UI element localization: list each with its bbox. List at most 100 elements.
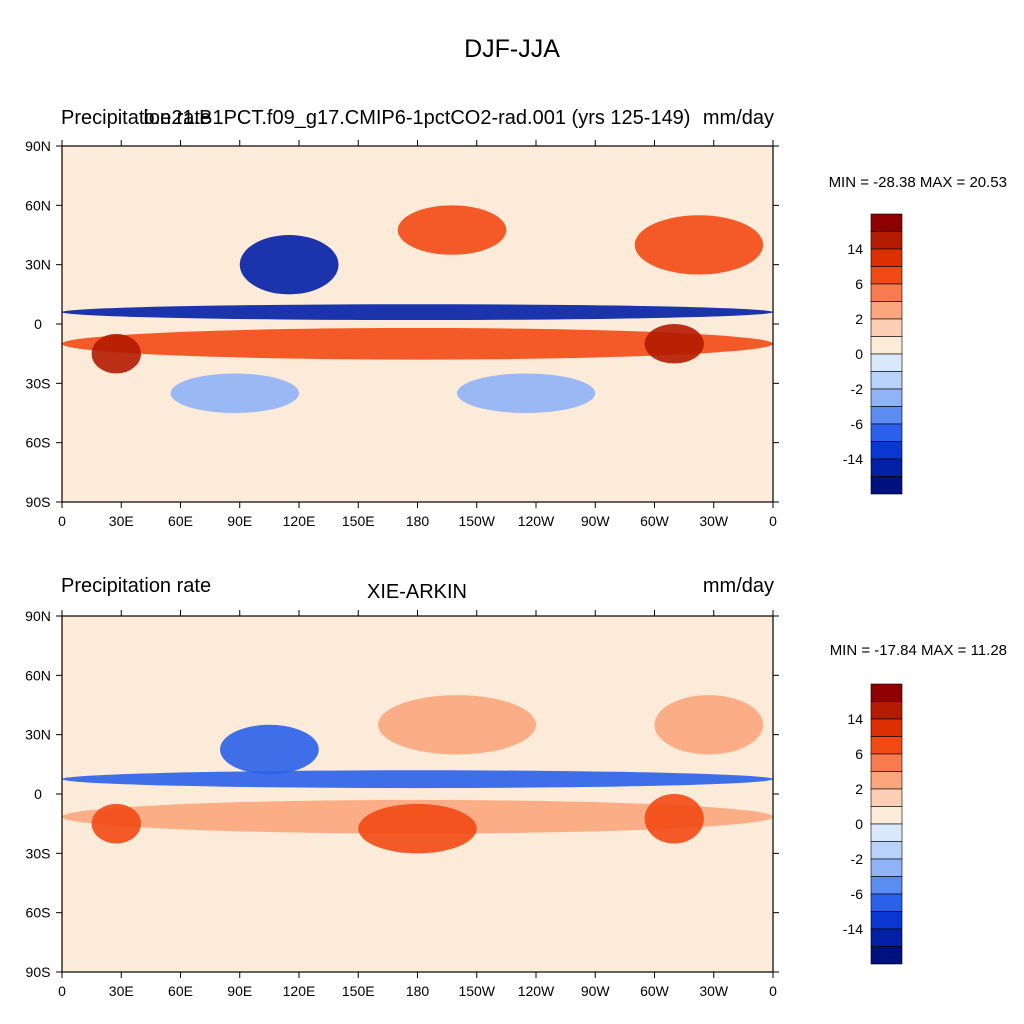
- colorbar-swatch: [870, 911, 903, 930]
- colorbar-swatch: [870, 876, 903, 895]
- colorbar-swatch: [870, 476, 903, 495]
- y-tick-label: 60N: [25, 667, 51, 683]
- colorbar-swatch: [870, 301, 903, 320]
- y-tick-label: 30N: [25, 727, 51, 743]
- colorbar-swatch: [870, 283, 903, 302]
- colorbar-label: 14: [847, 241, 863, 257]
- region-south_pacific: [358, 803, 477, 854]
- y-tick-label: 90N: [25, 138, 51, 154]
- colorbar-swatch: [870, 858, 903, 877]
- precip-regions: [62, 695, 773, 854]
- y-tick-label: 90S: [26, 964, 51, 980]
- colorbar-label: 0: [855, 346, 863, 362]
- panel-2-center-label: XIE-ARKIN: [367, 581, 467, 603]
- region-north_atlantic: [634, 215, 764, 275]
- colorbar-swatch: [870, 388, 903, 407]
- colorbar-label: 6: [855, 276, 863, 292]
- panel-1-colorbar: 14 6 2 0 -2 -6 -14: [843, 213, 903, 495]
- x-tick-label: 0: [58, 513, 66, 529]
- panel-1-center-label: b.e21.B1PCT.f09_g17.CMIP6-1pctCO2-rad.00…: [144, 107, 691, 129]
- colorbar-swatch: [870, 458, 903, 477]
- y-tick-label: 30N: [25, 257, 51, 273]
- panel-2-right-label: mm/day: [703, 575, 774, 597]
- panel-1-map: 0 30E 60E 90E 120E 150E 180 150W 120W 90W 60W 30W 09…: [25, 138, 779, 529]
- y-tick-label: 30S: [26, 845, 51, 861]
- region-southern_africa: [91, 333, 141, 374]
- x-tick-label: 150E: [342, 983, 375, 999]
- x-tick-label: 30E: [109, 513, 134, 529]
- colorbar-swatch: [870, 336, 903, 355]
- panel-2-colorbar: 14 6 2 0 -2 -6 -14: [843, 683, 903, 965]
- x-tick-label: 60W: [640, 513, 670, 529]
- region-south_america: [644, 794, 704, 844]
- region-itcz_n: [62, 770, 773, 789]
- panel-2-minmax: MIN = -17.84 MAX = 11.28: [830, 642, 1007, 659]
- colorbar-label: 6: [855, 746, 863, 762]
- y-tick-label: 0: [34, 316, 42, 332]
- colorbar-label: 2: [855, 311, 863, 327]
- colorbar-swatch: [870, 753, 903, 772]
- x-tick-label: 0: [58, 983, 66, 999]
- colorbar-label: 14: [847, 711, 863, 727]
- y-tick-label: 90S: [26, 494, 51, 510]
- colorbar-label: -14: [843, 921, 863, 937]
- colorbar-swatch: [870, 841, 903, 860]
- region-south_indian_ocean: [170, 373, 299, 413]
- colorbar-swatch: [870, 406, 903, 425]
- colorbar-label: 2: [855, 781, 863, 797]
- x-tick-label: 90E: [227, 983, 252, 999]
- x-tick-label: 0: [769, 513, 777, 529]
- region-southern_africa: [91, 803, 141, 844]
- colorbar-swatch: [870, 788, 903, 807]
- region-east_asia: [239, 234, 339, 295]
- colorbar-swatch: [870, 266, 903, 285]
- y-tick-label: 60S: [26, 905, 51, 921]
- region-sh_tropics: [62, 327, 773, 360]
- x-tick-label: 60E: [168, 983, 193, 999]
- x-tick-label: 90E: [227, 513, 252, 529]
- y-tick-label: 90N: [25, 608, 51, 624]
- colorbar-swatch: [870, 718, 903, 737]
- x-tick-label: 120E: [283, 513, 316, 529]
- panel-1-minmax: MIN = -28.38 MAX = 20.53: [829, 174, 1007, 191]
- x-tick-label: 120W: [518, 983, 555, 999]
- region-north_pacific: [378, 695, 536, 755]
- colorbar-label: -6: [851, 886, 864, 902]
- colorbar-label: -2: [851, 851, 864, 867]
- colorbar-swatch: [870, 318, 903, 337]
- figure-title: DJF-JJA: [464, 35, 560, 63]
- x-tick-label: 30E: [109, 983, 134, 999]
- x-tick-label: 120W: [518, 513, 555, 529]
- region-east_asia: [220, 724, 319, 775]
- colorbar-swatch: [870, 353, 903, 372]
- y-tick-label: 30S: [26, 375, 51, 391]
- panel-1-right-label: mm/day: [703, 107, 774, 129]
- x-tick-label: 30W: [699, 513, 729, 529]
- y-tick-label: 60S: [26, 435, 51, 451]
- x-tick-label: 60E: [168, 513, 193, 529]
- colorbar-label: -6: [851, 416, 864, 432]
- panel-1: Precipitation rate b.e21.B1PCT.f09_g17.C…: [25, 107, 1007, 529]
- x-tick-label: 150W: [458, 983, 495, 999]
- x-tick-label: 150W: [458, 513, 495, 529]
- colorbar-swatch: [870, 701, 903, 720]
- colorbar-label: -2: [851, 381, 864, 397]
- colorbar-swatch: [870, 806, 903, 825]
- colorbar-swatch: [870, 248, 903, 267]
- x-tick-label: 180: [406, 513, 430, 529]
- colorbar-swatch: [870, 231, 903, 250]
- region-south_america: [644, 324, 704, 364]
- colorbar-label: 0: [855, 816, 863, 832]
- panel-2-left-label: Precipitation rate: [61, 575, 211, 597]
- precip-regions: [62, 205, 773, 413]
- y-tick-label: 0: [34, 786, 42, 802]
- colorbar-swatch: [870, 371, 903, 390]
- x-tick-label: 120E: [283, 983, 316, 999]
- colorbar-swatch: [870, 683, 903, 702]
- region-north_pacific: [397, 205, 507, 255]
- colorbar-swatch: [870, 893, 903, 912]
- x-tick-label: 30W: [699, 983, 729, 999]
- x-tick-label: 90W: [581, 513, 611, 529]
- region-south_pacific: [457, 373, 596, 413]
- colorbar-swatch: [870, 441, 903, 460]
